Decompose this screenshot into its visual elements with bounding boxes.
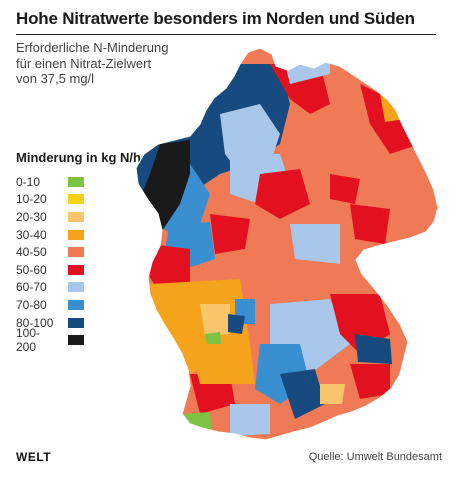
subtitle-line-2: für einen Nitrat-Zielwert	[16, 55, 152, 71]
legend-swatch	[68, 247, 84, 258]
map-title: Hohe Nitratwerte besonders im Norden und…	[16, 9, 415, 28]
legend-item: 30-40	[16, 226, 148, 244]
title-divider	[16, 34, 436, 35]
legend-label: 60-70	[16, 280, 47, 295]
legend-item: 70-80	[16, 296, 148, 314]
map-subtitle: Erforderliche N-Minderung für einen Nitr…	[16, 40, 168, 87]
legend-label: 0-10	[16, 174, 41, 189]
legend-label: 40-50	[16, 245, 47, 260]
region-south-orange	[190, 344, 255, 384]
brand-logo: WELT	[16, 450, 52, 464]
germany-outline	[135, 47, 439, 441]
legend-item: 10-20	[16, 191, 148, 209]
region-east-lightblue	[290, 224, 340, 264]
region-west-lightorange	[200, 304, 230, 336]
subtitle-line-3: von 37,5 mg/l	[16, 71, 95, 86]
legend-label: 20-30	[16, 209, 47, 224]
region-south-navy	[280, 369, 325, 419]
region-south-lightorange	[320, 384, 345, 404]
map-regions	[136, 48, 438, 440]
legend-swatch	[68, 211, 84, 222]
legend-item: 0-10	[16, 173, 148, 191]
legend-item: 100-200	[16, 326, 148, 354]
legend-swatch	[68, 194, 84, 205]
germany-choropleth-map	[135, 47, 439, 441]
region-southwest-green	[182, 412, 212, 436]
legend-swatch	[68, 335, 84, 346]
region-west-red	[148, 244, 190, 294]
subtitle-line-1: Erforderliche N-Minderung	[16, 40, 169, 55]
legend: Minderung in kg N/ha 0-10 10-20 20-30 30…	[16, 150, 149, 354]
region-south-lightblue-2	[230, 404, 270, 436]
region-southeast-navy	[355, 334, 392, 364]
legend-label: 50-60	[16, 262, 47, 277]
legend-swatch	[68, 229, 84, 240]
region-east-red-2	[350, 204, 390, 244]
legend-item: 50-60	[16, 261, 148, 279]
legend-label: 10-20	[16, 192, 47, 207]
legend-item: 60-70	[16, 279, 148, 297]
legend-swatch	[68, 176, 84, 187]
legend-label: 30-40	[16, 227, 47, 242]
region-southeast-red	[350, 364, 390, 399]
legend-swatch	[68, 299, 84, 310]
region-east-red	[330, 174, 360, 204]
legend-swatch	[68, 264, 84, 275]
legend-title: Minderung in kg N/ha	[16, 150, 149, 165]
legend-item: 40-50	[16, 243, 148, 261]
legend-item: 20-30	[16, 208, 148, 226]
legend-swatch	[68, 317, 84, 328]
region-middle-red	[255, 169, 310, 219]
legend-label: 80-100	[16, 315, 54, 330]
legend-item: 80-100	[16, 314, 148, 332]
legend-swatch	[68, 282, 84, 293]
region-middle-red-2	[210, 214, 250, 254]
source-note: Quelle: Umwelt Bundesamt	[308, 451, 442, 463]
legend-label: 100-200	[16, 326, 41, 355]
region-west-navy	[228, 314, 245, 334]
legend-label: 70-80	[16, 297, 47, 312]
